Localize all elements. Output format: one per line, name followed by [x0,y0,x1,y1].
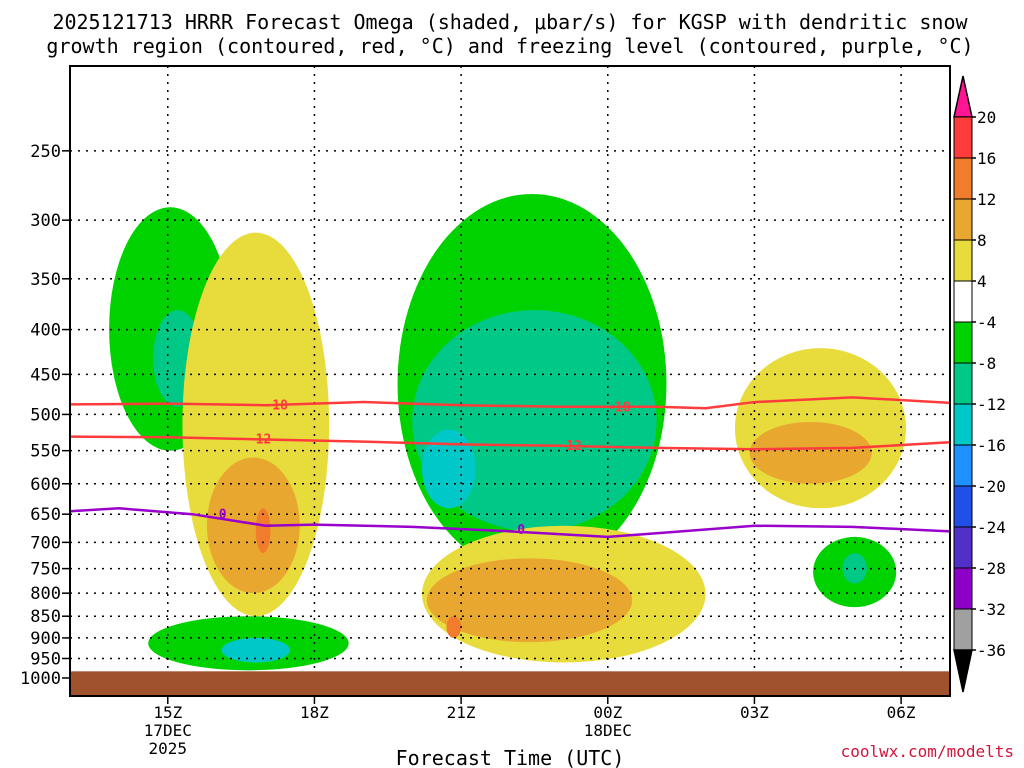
x-tick-label-03Z-0: 03Z [740,703,769,722]
colorbar-label--24: -24 [977,518,1006,537]
colorbar-label--8: -8 [977,354,996,373]
omega-region-sink-lower-core [426,558,633,643]
colorbar-band-20 [953,116,973,159]
omega-region-sink-right-core [749,421,872,484]
y-tick-label-250: 250 [30,142,61,162]
y-tick-label-350: 350 [30,270,61,290]
x-tick-label-15Z-1: 17DEC [144,721,192,740]
colorbar-band--28 [953,567,973,610]
plot-frame [69,65,951,697]
y-tick-label-950: 950 [30,649,61,669]
colorbar-band--16 [953,444,973,487]
omega-region-sink-lower-max [446,616,462,638]
contour-freezing-level [70,507,950,539]
contour-layer: -18 -18 -12 -12 0 0 [70,396,950,539]
colorbar-label--12: -12 [977,395,1006,414]
x-tick-label-15Z-0: 15Z [153,703,182,722]
credit-text: coolwx.com/modelts [841,742,1014,761]
contour-label-dendritic-growth-bottom-0: -12 [248,432,271,447]
y-tick-label-900: 900 [30,629,61,649]
y-tick-label-1000: 1000 [20,669,61,689]
x-tick-label-00Z-0: 00Z [593,703,622,722]
terrain-layer [70,671,950,696]
y-tick-label-700: 700 [30,533,61,553]
y-tick-label-450: 450 [30,365,61,385]
colorbar-band--20 [953,485,973,528]
omega-region-ascent-central-max [422,429,476,509]
colorbar-band-12 [953,198,973,241]
x-tick-label-21Z-0: 21Z [447,703,476,722]
omega-region-sink-column-core [206,457,300,594]
terrain-fill [70,671,950,696]
colorbar-label--36: -36 [977,641,1006,660]
colorbar-label--28: -28 [977,559,1006,578]
colorbar-over-triangle [953,75,973,118]
colorbar-under-triangle [953,649,973,693]
x-axis-label: Forecast Time (UTC) [396,746,625,768]
colorbar-label-16: 16 [977,149,996,168]
y-tick-label-650: 650 [30,505,61,525]
contour-label-dendritic-growth-top-0: -18 [264,399,288,414]
contour-label-freezing-level-0: 0 [219,507,227,522]
contour-label-dendritic-growth-bottom-1: -12 [558,439,581,454]
colorbar-band--24 [953,526,973,569]
y-tick-label-500: 500 [30,405,61,425]
omega-shading [109,193,906,671]
colorbar-label--4: -4 [977,313,996,332]
colorbar-label-12: 12 [977,190,996,209]
y-tick-label-550: 550 [30,442,61,462]
x-tick-label-18Z-0: 18Z [300,703,329,722]
contour-label-dendritic-growth-top-1: -18 [607,401,631,416]
y-tick-label-400: 400 [30,321,61,341]
x-tick-label-15Z-2: 2025 [149,739,188,758]
colorbar-label--16: -16 [977,436,1006,455]
colorbar-band-16 [953,157,973,200]
colorbar-label-20: 20 [977,108,996,127]
omega-region-ascent-near-surface-core [221,637,290,663]
y-axis: 2503003504004505005506006507007508008509… [20,142,70,689]
contour-label-freezing-level-1: 0 [517,523,525,538]
colorbar-label-8: 8 [977,231,987,250]
y-tick-label-600: 600 [30,475,61,495]
colorbar: 20 16 12 8 4 -4 -8 -12 -16 -20 -24 -28 -32 -36 [953,75,1006,693]
colorbar-band--8 [953,362,973,405]
x-tick-label-06Z-0: 06Z [887,703,916,722]
colorbar-band-4 [953,280,973,323]
y-tick-label-800: 800 [30,584,61,604]
colorbar-band--32 [953,608,973,651]
y-tick-label-850: 850 [30,607,61,627]
x-tick-label-00Z-1: 18DEC [584,721,632,740]
colorbar-label-4: 4 [977,272,987,291]
colorbar-band-8 [953,239,973,282]
y-tick-label-300: 300 [30,211,61,231]
chart-title-line-2: growth region (contoured, red, °C) and f… [46,34,973,58]
y-tick-label-750: 750 [30,560,61,580]
contour-dendritic-growth-bottom [70,435,950,451]
omega-region-sink-column-max [255,508,271,554]
colorbar-band--12 [953,403,973,446]
chart-title-line-1: 2025121713 HRRR Forecast Omega (shaded, … [52,10,968,34]
contour-dendritic-growth-top [70,396,950,410]
colorbar-label--32: -32 [977,600,1006,619]
colorbar-band--4 [953,321,973,364]
colorbar-label--20: -20 [977,477,1006,496]
